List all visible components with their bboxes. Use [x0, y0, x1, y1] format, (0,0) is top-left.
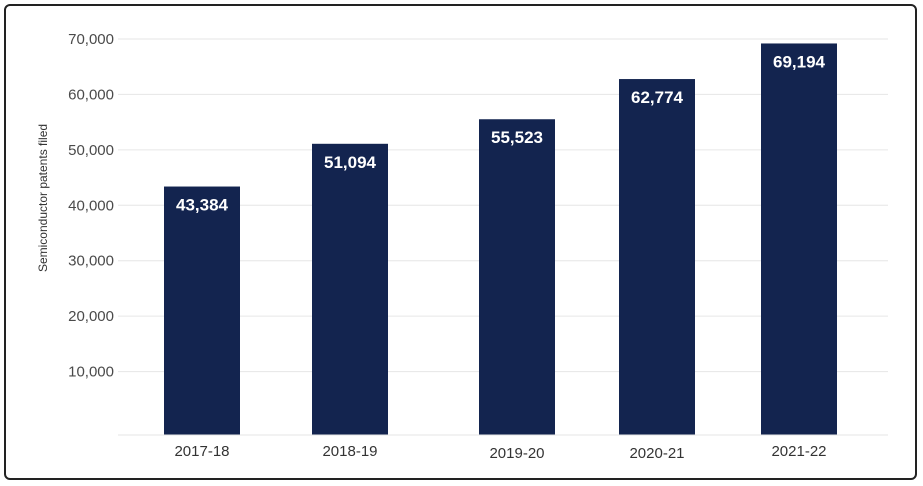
x-axis-labels: 2017-18 2018-19 2019-20 2020-21 2021-22 — [174, 443, 826, 462]
x-tick-label: 2017-18 — [174, 443, 229, 460]
x-tick-label: 2019-20 — [489, 445, 544, 462]
y-tick-label: 20,000 — [68, 308, 114, 325]
y-tick-label: 60,000 — [68, 86, 114, 103]
y-tick-label: 50,000 — [68, 142, 114, 159]
bar — [164, 186, 240, 435]
y-tick-label: 10,000 — [68, 364, 114, 381]
y-axis-title: Semiconductor patents filed — [36, 124, 50, 272]
data-label: 55,523 — [491, 128, 543, 147]
y-tick-label: 30,000 — [68, 253, 114, 270]
data-label: 51,094 — [324, 153, 377, 172]
x-tick-label: 2021-22 — [771, 443, 826, 460]
bar — [479, 119, 555, 435]
y-tick-label: 40,000 — [68, 197, 114, 214]
x-tick-label: 2020-21 — [629, 445, 684, 462]
y-tick-label: 70,000 — [68, 31, 114, 48]
bar — [312, 143, 388, 435]
data-label: 62,774 — [631, 88, 684, 107]
y-axis-ticks: 10,000 20,000 30,000 40,000 50,000 60,000 70,0… — [68, 31, 114, 381]
x-tick-label: 2018-19 — [322, 443, 377, 460]
bar — [619, 79, 695, 436]
bars: 43,384 51,094 55,523 62,774 69,194 — [164, 43, 837, 436]
data-label: 43,384 — [176, 196, 229, 215]
bar — [761, 43, 837, 436]
data-label: 69,194 — [773, 52, 826, 71]
